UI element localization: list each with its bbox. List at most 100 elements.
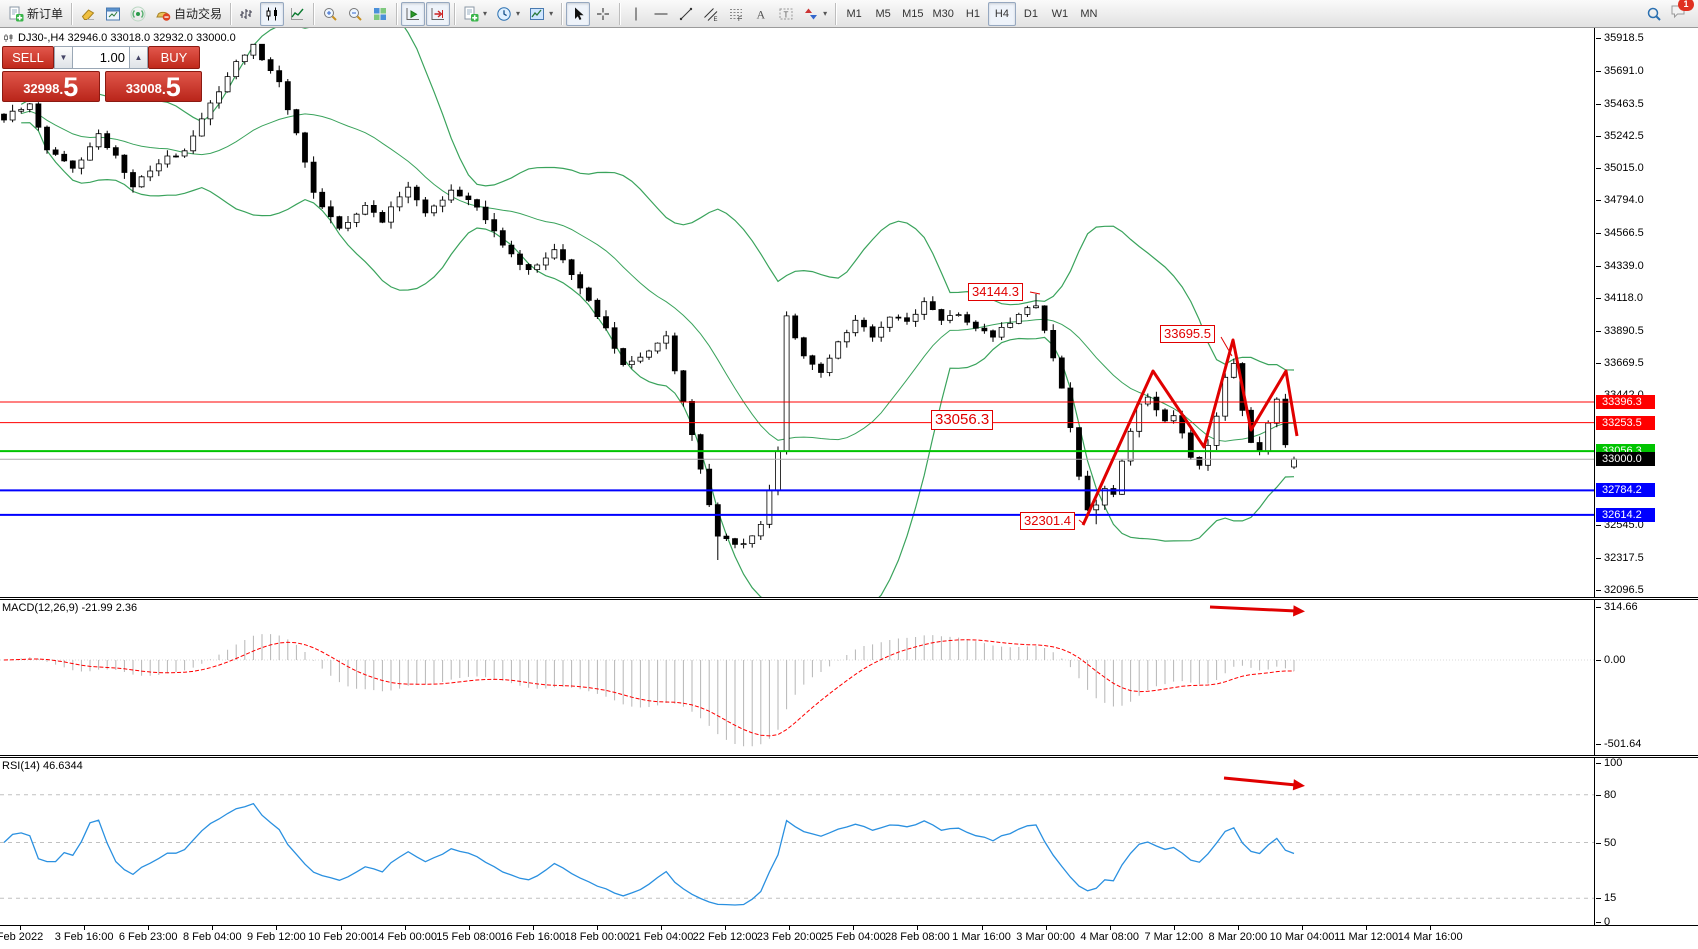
- equidistant-channel-tool-button[interactable]: E: [699, 2, 723, 26]
- time-label: 3 Feb 16:00: [54, 931, 114, 943]
- panel-separator[interactable]: [0, 597, 1698, 600]
- axis-label: 34339.0: [1596, 259, 1644, 272]
- timeframe-m30-button[interactable]: M30: [929, 2, 958, 26]
- timeframe-mn-button[interactable]: MN: [1075, 2, 1103, 26]
- rsi-plot-area[interactable]: [0, 758, 1594, 930]
- horizontal-lines: [0, 401, 1594, 516]
- main-chart-panel: DJ30-,H4 32946.0 33018.0 32932.0 33000.0…: [0, 3, 1698, 608]
- buy-button[interactable]: BUY: [148, 46, 200, 69]
- price-annotation[interactable]: 33695.5: [1160, 325, 1215, 343]
- macd-axis[interactable]: 314.66 0.00 -501.64: [1594, 600, 1698, 755]
- line-chart-button[interactable]: [285, 2, 309, 26]
- timeframe-h4-button[interactable]: H4: [987, 1, 1016, 26]
- macd-plot-area[interactable]: [0, 600, 1594, 760]
- tile-windows-button[interactable]: [368, 2, 392, 26]
- zoom-out-button[interactable]: [343, 2, 367, 26]
- sell-button[interactable]: SELL: [2, 46, 54, 69]
- auto-trading-button[interactable]: 自动交易: [151, 2, 226, 26]
- time-tick: [853, 926, 855, 930]
- chart-plot-area[interactable]: [0, 3, 1594, 608]
- signals-button[interactable]: [126, 2, 150, 26]
- axis-label: 100: [1595, 757, 1623, 769]
- volume-input[interactable]: [73, 46, 129, 69]
- time-label: 18 Feb 00:00: [564, 931, 630, 943]
- search-icon[interactable]: [1646, 6, 1662, 22]
- svg-text:A: A: [757, 7, 766, 21]
- eraser-icon: [81, 8, 95, 20]
- axis-label: 32317.5: [1596, 551, 1644, 564]
- crosshair-icon: [597, 7, 610, 20]
- time-tick: [340, 926, 342, 930]
- notifications-button[interactable]: 1: [1670, 0, 1694, 24]
- timeframe-m15-button[interactable]: M15: [898, 2, 927, 26]
- rsi-axis[interactable]: 100 80 50 15 0: [1594, 757, 1698, 928]
- zoom-in-button[interactable]: [318, 2, 342, 26]
- buy-price-display[interactable]: 33008. 5: [104, 71, 202, 102]
- time-tick: [1045, 926, 1047, 930]
- channel-icon: E: [704, 7, 718, 22]
- arrows-tool-button[interactable]: ▾: [799, 2, 831, 26]
- axis-label: -501.64: [1595, 738, 1642, 751]
- periods-button[interactable]: ▾: [492, 2, 524, 26]
- timeframe-h1-button[interactable]: H1: [959, 2, 987, 26]
- chart-shift-button[interactable]: [426, 1, 451, 26]
- time-tick: [725, 926, 727, 930]
- trendline-tool-button[interactable]: [674, 2, 698, 26]
- chart-title: DJ30-,H4 32946.0 33018.0 32932.0 33000.0: [4, 32, 236, 44]
- chart-window-icon: [106, 7, 121, 20]
- horizontal-line-tool-button[interactable]: [649, 2, 673, 26]
- fibonacci-tool-button[interactable]: F: [724, 2, 748, 26]
- bar-chart-button[interactable]: [235, 2, 259, 26]
- eraser-button[interactable]: [76, 2, 100, 26]
- text-tool-button[interactable]: A: [749, 2, 773, 26]
- crosshair-button[interactable]: [591, 2, 615, 26]
- notification-count-badge: 1: [1678, 0, 1694, 11]
- time-label: 4 Mar 08:00: [1080, 931, 1140, 943]
- vertical-line-tool-button[interactable]: [624, 2, 648, 26]
- timeframe-m5-button[interactable]: M5: [869, 2, 897, 26]
- timeframe-m1-button[interactable]: M1: [840, 2, 868, 26]
- volume-decrease-button[interactable]: ▼: [54, 46, 73, 69]
- toolbar-separator: [71, 2, 73, 25]
- price-annotation[interactable]: 34144.3: [968, 283, 1023, 301]
- macd-signal-line: [3, 639, 1294, 737]
- chart-window-button[interactable]: [101, 2, 125, 26]
- rsi-label: RSI(14) 46.6344: [2, 760, 83, 772]
- time-label: 22 Feb 12:00: [692, 931, 758, 943]
- trend-zigzag[interactable]: [1081, 338, 1299, 526]
- trendline-icon: [679, 7, 693, 20]
- cursor-button[interactable]: [566, 1, 591, 26]
- auto-scroll-button[interactable]: [401, 1, 426, 26]
- volume-increase-button[interactable]: ▲: [129, 46, 148, 69]
- time-label: 14 Mar 16:00: [1397, 931, 1463, 943]
- candlestick-chart-button[interactable]: [260, 1, 285, 26]
- auto-scroll-icon: [406, 7, 420, 20]
- indicators-button[interactable]: ▾: [459, 2, 491, 26]
- zoom-out-icon: [349, 7, 362, 21]
- timeframe-w1-button[interactable]: W1: [1046, 2, 1074, 26]
- sell-price-display[interactable]: 32998. 5: [2, 71, 100, 102]
- text-label-tool-button[interactable]: T: [774, 2, 798, 26]
- price-annotation[interactable]: 33056.3: [931, 410, 994, 430]
- panel-separator[interactable]: [0, 755, 1698, 758]
- price-annotation[interactable]: 32301.4: [1020, 512, 1075, 530]
- templates-button[interactable]: ▾: [525, 2, 557, 26]
- timeframe-d1-button[interactable]: D1: [1017, 2, 1045, 26]
- dropdown-arrow-icon: ▾: [823, 9, 828, 18]
- svg-text:E: E: [714, 17, 718, 22]
- price-axis[interactable]: 35918.5 35691.0 35463.5 35242.5 35015.0 34794…: [1594, 28, 1698, 597]
- new-order-button[interactable]: 新订单: [4, 2, 67, 26]
- text-icon: A: [757, 7, 766, 21]
- axis-label: 34794.0: [1596, 194, 1644, 207]
- toolbar-separator: [619, 2, 621, 25]
- rsi-trend-arrow[interactable]: [1223, 776, 1305, 791]
- time-label: 6 Feb 23:00: [118, 931, 178, 943]
- toolbar-right: 1: [1646, 0, 1694, 24]
- macd-trend-arrow[interactable]: [1209, 605, 1305, 617]
- time-tick: [661, 926, 662, 930]
- time-tick: [596, 926, 598, 930]
- toolbar-separator: [396, 2, 398, 25]
- time-axis[interactable]: Feb 2022 3 Feb 16:00 6 Feb 23:00 8 Feb 04:0…: [0, 925, 1698, 949]
- time-label: Feb 2022: [0, 931, 44, 943]
